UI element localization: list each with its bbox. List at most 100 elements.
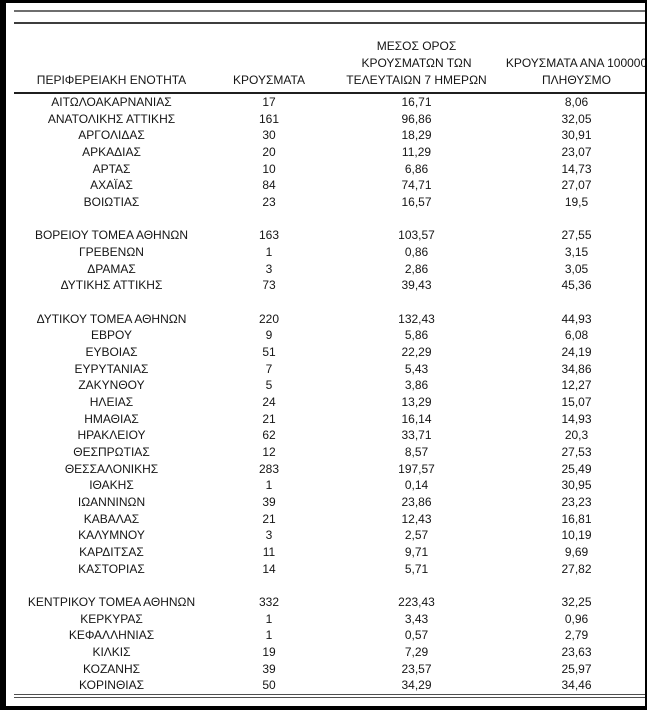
region-cell: ΑΙΤΩΛΟΑΚΑΡΝΑΝΙΑΣ — [51, 95, 172, 109]
avg7-cell: 23,57 — [401, 661, 432, 676]
region-cell: ΗΛΕΙΑΣ — [89, 395, 134, 410]
avg7-cell: 0,86 — [404, 245, 429, 260]
region-cell: ΗΜΑΘΙΑΣ — [84, 411, 139, 426]
per100k-cell: 27,53 — [561, 445, 592, 460]
regional-cases-table: ΠΕΡΙΦΕΡΕΙΑΚΗ ΕΝΟΤΗΤΑ ΚΡΟΥΣΜΑΤΑ ΜΕΣΟΣ ΟΡΟ… — [14, 24, 645, 694]
table-body: ΑΙΤΩΛΟΑΚΑΡΝΑΝΙΑΣ 17 16,71 8,06 ΑΝΑΤΟΛΙΚΗΣ ΑΤ… — [14, 93, 645, 694]
cases-cell: 51 — [262, 345, 276, 360]
cases-cell: 19 — [262, 645, 276, 660]
region-cell: ΖΑΚΥΝΘΟΥ — [78, 378, 145, 393]
region-cell: ΕΥΡΥΤΑΝΙΑΣ — [74, 361, 149, 376]
region-cell: ΕΥΒΟΙΑΣ — [85, 345, 138, 360]
cases-cell: 10 — [262, 161, 276, 176]
second-rule — [14, 22, 645, 24]
cases-cell: 14 — [262, 561, 276, 576]
per100k-cell: 30,91 — [561, 128, 592, 143]
per100k-cell: 6,08 — [564, 328, 589, 343]
avg7-cell: 12,43 — [401, 511, 432, 526]
table-row: ΚΟΡΙΝΘΙΑΣ 50 34,29 34,46 — [14, 677, 645, 694]
cases-cell: 21 — [262, 511, 276, 526]
cases-cell: 39 — [262, 661, 276, 676]
region-cell: ΓΡΕΒΕΝΩΝ — [79, 245, 144, 260]
region-cell: ΒΟΡΕΙΟΥ ΤΟΜΕΑ ΑΘΗΝΩΝ — [34, 228, 189, 243]
per100k-cell: 14,73 — [561, 161, 592, 176]
region-cell: ΚΙΛΚΙΣ — [92, 645, 131, 660]
cases-cell: 5 — [265, 378, 273, 393]
cases-cell: 3 — [265, 261, 273, 276]
avg7-cell: 16,57 — [401, 195, 432, 210]
region-cell: ΚΑΒΑΛΑΣ — [83, 511, 140, 526]
table-row: ΓΡΕΒΕΝΩΝ 1 0,86 3,15 — [14, 244, 645, 261]
per100k-cell: 25,49 — [561, 461, 592, 476]
table-row: ΙΘΑΚΗΣ 1 0,14 30,95 — [14, 477, 645, 494]
cases-cell: 3 — [265, 528, 273, 543]
region-cell: ΑΧΑΪΑΣ — [90, 178, 133, 193]
top-rule — [14, 10, 645, 12]
cases-cell: 11 — [262, 545, 276, 560]
table-row: ΗΛΕΙΑΣ 24 13,29 15,07 — [14, 394, 645, 411]
cases-cell: 1 — [265, 611, 273, 626]
per100k-cell: 44,93 — [561, 311, 592, 326]
cases-cell: 7 — [265, 361, 273, 376]
avg7-cell: 9,71 — [404, 545, 429, 560]
cases-cell: 161 — [258, 111, 280, 126]
cases-cell: 163 — [258, 228, 280, 243]
table-row: ΕΒΡΟΥ 9 5,86 6,08 — [14, 327, 645, 344]
per100k-cell: 23,63 — [561, 645, 592, 660]
spacer-cell — [14, 577, 645, 594]
cases-cell: 30 — [262, 128, 276, 143]
per100k-cell: 12,27 — [561, 378, 592, 393]
cases-cell: 73 — [262, 278, 276, 293]
avg7-cell: 16,14 — [401, 411, 432, 426]
header-avg7: ΜΕΣΟΣ ΟΡΟΣ ΚΡΟΥΣΜΑΤΩΝ ΤΩΝ ΤΕΛΕΥΤΑΙΩΝ 7 Η… — [329, 24, 504, 94]
per100k-cell: 45,36 — [561, 278, 592, 293]
avg7-cell: 2,86 — [404, 261, 429, 276]
header-per100k: ΚΡΟΥΣΜΑΤΑ ΑΝΑ 100000 ΠΛΗΘΥΣΜΟ — [504, 24, 645, 94]
per100k-cell: 10,19 — [561, 528, 592, 543]
region-cell: ΙΘΑΚΗΣ — [89, 478, 134, 493]
per100k-cell: 27,55 — [561, 228, 592, 243]
per100k-cell: 20,3 — [564, 428, 589, 443]
avg7-cell: 0,57 — [404, 628, 429, 643]
region-cell: ΚΑΣΤΟΡΙΑΣ — [78, 561, 145, 576]
avg7-cell: 6,86 — [404, 161, 429, 176]
avg7-cell: 5,71 — [404, 561, 429, 576]
table-row: ΚΑΣΤΟΡΙΑΣ 14 5,71 27,82 — [14, 561, 645, 578]
header-row: ΠΕΡΙΦΕΡΕΙΑΚΗ ΕΝΟΤΗΤΑ ΚΡΟΥΣΜΑΤΑ ΜΕΣΟΣ ΟΡΟ… — [14, 24, 645, 94]
cases-cell: 332 — [258, 595, 280, 610]
avg7-cell: 11,29 — [401, 145, 432, 160]
region-cell: ΑΝΑΤΟΛΙΚΗΣ ΑΤΤΙΚΗΣ — [47, 111, 176, 126]
region-cell: ΑΡΚΑΔΙΑΣ — [82, 145, 141, 160]
per100k-cell: 8,06 — [564, 95, 589, 109]
table-row: ΕΥΡΥΤΑΝΙΑΣ 7 5,43 34,86 — [14, 361, 645, 378]
avg7-cell: 23,86 — [401, 495, 432, 510]
avg7-cell: 132,43 — [398, 311, 435, 326]
table-row: ΗΜΑΘΙΑΣ 21 16,14 14,93 — [14, 411, 645, 428]
avg7-cell: 5,86 — [404, 328, 429, 343]
avg7-cell: 18,29 — [401, 128, 432, 143]
per100k-cell: 34,46 — [561, 678, 592, 693]
table-row: ΑΡΚΑΔΙΑΣ 20 11,29 23,07 — [14, 144, 645, 161]
avg7-cell: 34,29 — [401, 678, 432, 693]
per100k-cell: 15,07 — [561, 395, 592, 410]
cases-table-wrap: ΠΕΡΙΦΕΡΕΙΑΚΗ ΕΝΟΤΗΤΑ ΚΡΟΥΣΜΑΤΑ ΜΕΣΟΣ ΟΡΟ… — [14, 10, 645, 699]
table-row: ΑΧΑΪΑΣ 84 74,71 27,07 — [14, 177, 645, 194]
table-row: ΚΕΡΚΥΡΑΣ 1 3,43 0,96 — [14, 611, 645, 628]
table-row: ΚΙΛΚΙΣ 19 7,29 23,63 — [14, 644, 645, 661]
per100k-cell: 2,79 — [564, 628, 589, 643]
table-row: ΔΡΑΜΑΣ 3 2,86 3,05 — [14, 261, 645, 278]
region-cell: ΚΕΝΤΡΙΚΟΥ ΤΟΜΕΑ ΑΘΗΝΩΝ — [27, 595, 196, 610]
per100k-cell: 23,07 — [561, 145, 592, 160]
per100k-cell: 16,81 — [561, 511, 592, 526]
table-row: ΚΟΖΑΝΗΣ 39 23,57 25,97 — [14, 661, 645, 678]
region-cell: ΗΡΑΚΛΕΙΟΥ — [77, 428, 146, 443]
per100k-cell: 32,05 — [561, 111, 592, 126]
table-row: ΚΑΛΥΜΝΟΥ 3 2,57 10,19 — [14, 527, 645, 544]
region-cell: ΔΥΤΙΚΟΥ ΤΟΜΕΑ ΑΘΗΝΩΝ — [36, 311, 187, 326]
region-cell: ΘΕΣΣΑΛΟΝΙΚΗΣ — [64, 461, 159, 476]
table-row: ΘΕΣΣΑΛΟΝΙΚΗΣ 283 197,57 25,49 — [14, 461, 645, 478]
avg7-cell: 2,57 — [404, 528, 429, 543]
table-row: ΕΥΒΟΙΑΣ 51 22,29 24,19 — [14, 344, 645, 361]
cases-cell: 21 — [262, 411, 276, 426]
cases-cell: 39 — [262, 495, 276, 510]
